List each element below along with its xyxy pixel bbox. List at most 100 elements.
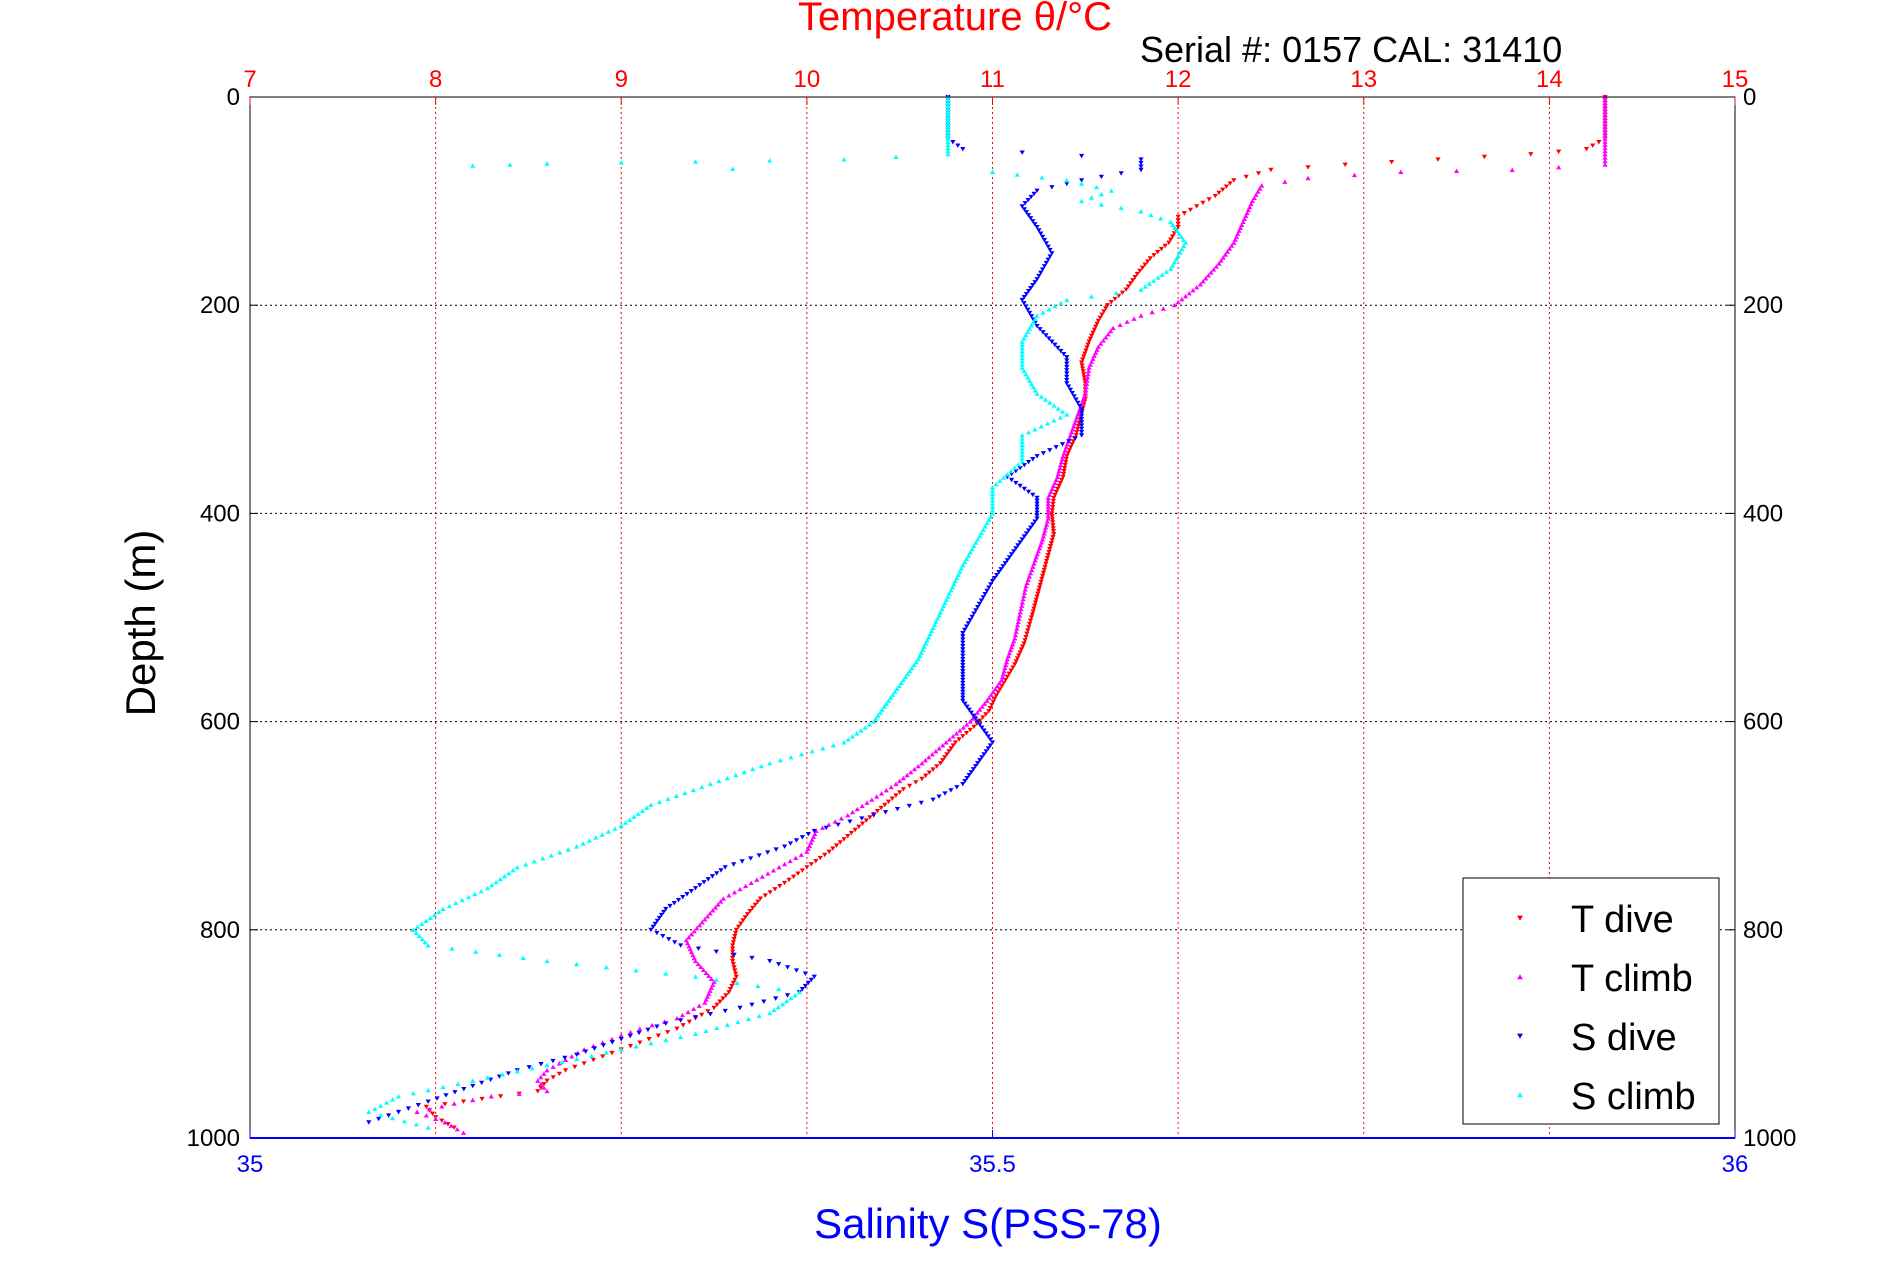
marker-t-climb [1068,430,1075,435]
marker-s-dive [636,1030,642,1036]
marker-s-climb [1177,250,1183,255]
marker-s-dive [808,977,814,983]
marker-s-dive [666,937,672,942]
marker-s-dive [987,737,993,742]
marker-s-climb [921,644,927,649]
marker-t-climb [1016,616,1022,621]
marker-t-climb [703,970,709,976]
legend-box [1462,877,1720,1125]
marker-t-dive [934,764,940,769]
marker-t-dive [992,696,998,702]
marker-s-dive [1019,297,1025,303]
marker-s-dive [591,1046,598,1051]
marker-s-dive [859,816,865,821]
marker-t-dive [1032,600,1039,605]
marker-t-climb [770,868,777,873]
marker-t-dive [1556,149,1562,154]
marker-s-climb [1138,209,1144,214]
top-tick-label: 12 [1165,66,1192,93]
marker-s-climb [894,686,900,691]
marker-t-dive [590,1057,597,1063]
marker-s-dive [1021,462,1027,468]
marker-t-climb [878,791,885,796]
marker-s-climb [1088,195,1095,200]
marker-s-climb [1021,336,1027,341]
marker-t-dive [1037,582,1043,588]
marker-s-dive [1030,492,1036,498]
marker-t-climb [1224,249,1231,254]
marker-s-climb [603,964,609,970]
marker-s-climb [862,725,868,730]
marker-s-climb [1025,329,1031,334]
marker-s-climb [875,713,881,718]
marker-t-dive [1050,520,1056,525]
marker-s-dive [970,767,977,772]
marker-s-climb [948,588,954,593]
marker-s-climb [707,781,713,787]
marker-t-dive [1051,532,1057,537]
marker-s-dive [1002,561,1008,566]
marker-t-climb [1014,622,1021,628]
marker-s-climb [1019,449,1025,454]
marker-s-dive [1045,257,1051,262]
marker-t-dive [730,940,736,945]
marker-s-climb [548,853,554,858]
marker-s-dive [960,653,966,659]
marker-s-dive [1098,174,1104,180]
marker-t-climb [1045,510,1051,515]
marker-s-dive [962,627,968,633]
marker-s-climb [945,139,951,144]
marker-s-climb [1064,177,1070,183]
marker-s-climb [945,133,951,138]
marker-s-climb [945,103,951,109]
marker-t-climb [1083,388,1089,393]
y-tick-label-right: 800 [1743,917,1783,944]
marker-s-climb [1064,412,1070,417]
marker-s-climb [1142,284,1148,289]
marker-t-dive [1119,290,1126,296]
marker-t-climb [1008,644,1015,650]
marker-t-dive [1268,167,1274,173]
marker-s-dive [979,725,985,730]
marker-s-climb [962,559,968,565]
marker-s-dive [983,749,989,754]
marker-s-dive [1015,543,1021,548]
marker-s-dive [994,573,1000,578]
marker-s-climb [963,556,970,562]
marker-t-dive [889,796,895,801]
marker-s-climb [988,514,994,519]
marker-s-climb [756,1013,762,1019]
marker-t-dive [1041,567,1047,573]
marker-s-dive [960,650,966,655]
marker-s-climb [639,808,646,813]
marker-t-climb [685,1009,691,1015]
marker-s-dive [1032,222,1038,227]
marker-t-climb [765,871,771,876]
marker-s-climb [1058,300,1064,306]
marker-s-climb [936,613,942,618]
marker-t-dive [1074,426,1081,432]
marker-s-climb [1038,424,1044,429]
marker-t-dive [730,955,736,961]
marker-s-climb [496,952,503,957]
marker-s-climb [809,749,815,754]
marker-t-dive [1305,165,1311,170]
marker-s-climb [730,166,736,171]
marker-t-climb [1021,590,1028,595]
top-tick-label: 14 [1536,66,1563,93]
marker-t-climb [1602,162,1608,167]
marker-t-climb [535,1078,541,1083]
marker-s-climb [1040,310,1046,315]
marker-t-climb [691,928,697,934]
marker-t-dive [833,843,840,848]
serial-subtitle: Serial #: 0157 CAL: 31410 [1140,29,1562,70]
marker-t-dive [1528,152,1534,157]
marker-s-dive [975,605,981,610]
marker-t-dive [859,821,866,826]
marker-s-dive [960,647,966,652]
marker-s-dive [1034,501,1040,507]
marker-s-dive [972,764,979,769]
marker-t-dive [1001,681,1007,686]
marker-s-climb [446,903,453,909]
marker-s-dive [1036,228,1042,233]
